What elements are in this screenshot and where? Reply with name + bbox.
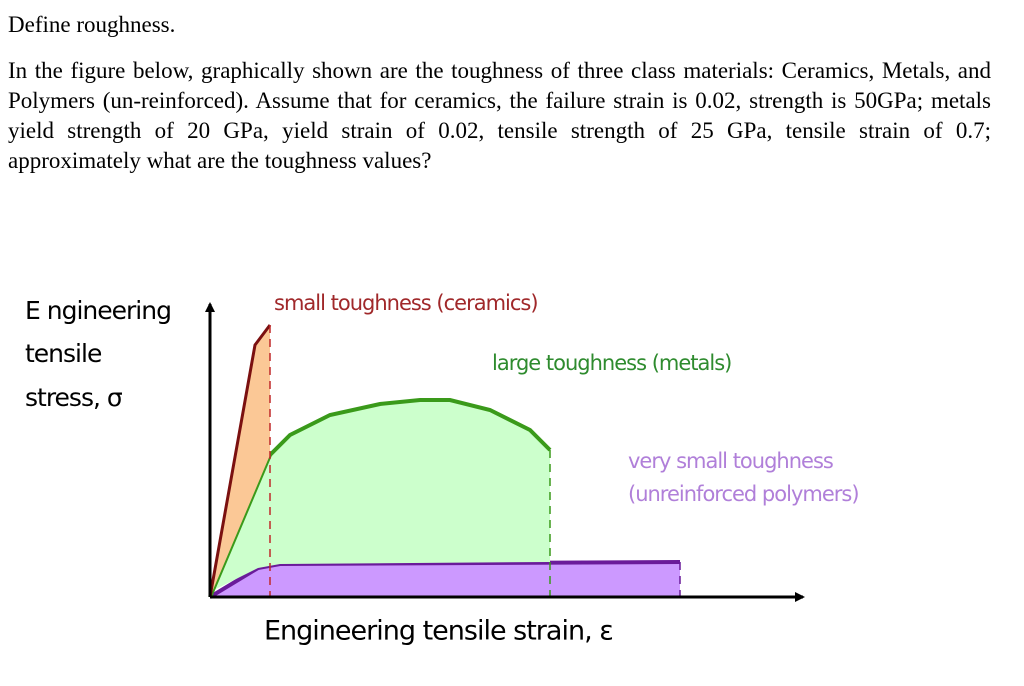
- metals-curve: [208, 398, 552, 598]
- ceramics-area: [210, 325, 270, 597]
- question-body: In the figure below, graphically shown a…: [8, 58, 991, 173]
- metals-area: [214, 400, 550, 590]
- y-label: E ngineering: [25, 296, 171, 325]
- ceramics-label: small toughness (ceramics): [274, 291, 538, 315]
- metals-label: large toughness (metals): [492, 351, 731, 375]
- question-title: Define roughness.: [8, 12, 176, 37]
- polymers-label: (unreinforced polymers): [628, 482, 859, 506]
- ceramics-curve: [208, 324, 272, 598]
- polymers-area: [210, 562, 680, 597]
- polymers-label: very small toughness: [628, 449, 833, 473]
- y-label: stress, σ: [25, 383, 123, 412]
- x-label: Engineering tensile strain, ε: [264, 616, 613, 647]
- y-label: tensile: [25, 339, 102, 368]
